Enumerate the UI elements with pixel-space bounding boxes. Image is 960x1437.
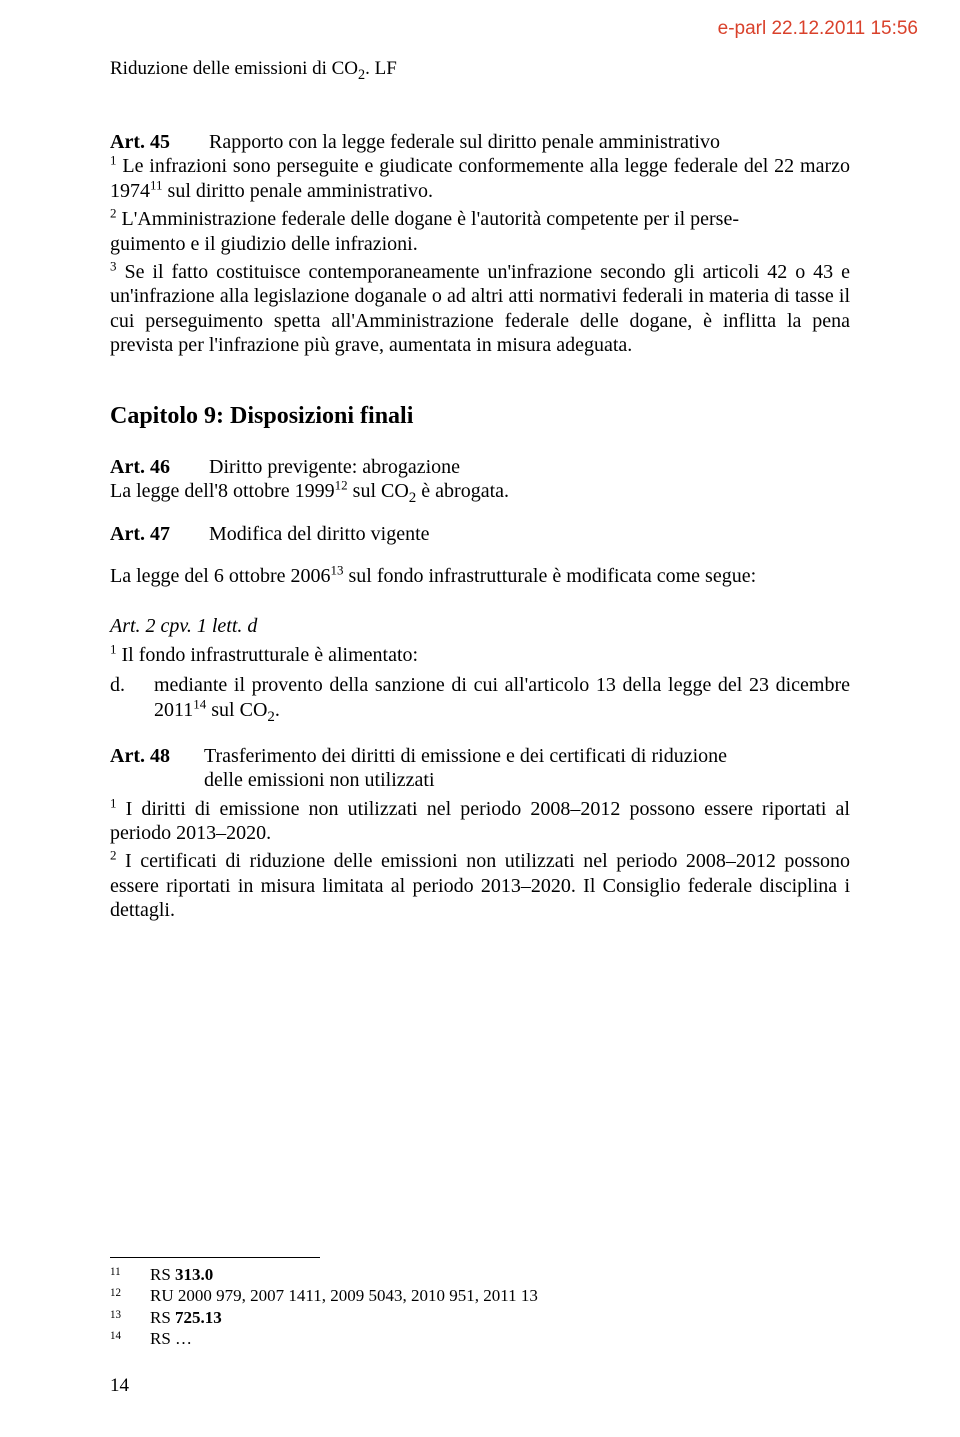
art-48-title-l1: Trasferimento dei diritti di emissione e… <box>204 745 727 767</box>
footnote-num: 12 <box>110 1285 150 1306</box>
footnote-marker: 12 <box>335 478 348 493</box>
letter-label: d. <box>110 673 154 722</box>
fn-bold: 313.0 <box>175 1265 213 1284</box>
art-45-label: Art. 45 <box>110 130 204 154</box>
footnote-14: 14 RS … <box>110 1328 850 1349</box>
fn-bold: 725.13 <box>175 1308 222 1327</box>
footnote-num: 11 <box>110 1264 150 1285</box>
art-45-p2-pre: L'Amministrazione federale delle dogane … <box>117 208 733 230</box>
art-47-body-pre: La legge del 6 ottobre 2006 <box>110 565 331 587</box>
chapter-9-heading: Capitolo 9: Disposizioni finali <box>110 402 850 431</box>
running-head-pre: Riduzione delle emissioni di CO <box>110 58 358 79</box>
art-2cpv-p1-text: Il fondo infrastrutturale è alimentato: <box>117 644 419 666</box>
footnote-marker: 14 <box>193 696 206 711</box>
art-46-title: Diritto previgente: abrogazione <box>209 456 460 478</box>
footnotes: 11 RS 313.0 12 RU 2000 979, 2007 1411, 2… <box>110 1257 850 1349</box>
letter-d-post: . <box>275 699 280 721</box>
art-47-body-post: sul fondo infrastrutturale è modificata … <box>344 565 757 587</box>
art-46-body: La legge dell'8 ottobre 199912 sul CO2 è… <box>110 479 850 503</box>
fn-pre: RS <box>150 1308 175 1327</box>
fn-pre: RS <box>150 1265 175 1284</box>
art-48-title: Trasferimento dei diritti di emissione e… <box>204 744 850 793</box>
art-46-body-post: è abrogata. <box>416 480 509 502</box>
footnote-rule <box>110 1257 320 1258</box>
letter-body: mediante il provento della sanzione di c… <box>154 673 850 722</box>
footnote-text: RU 2000 979, 2007 1411, 2009 5043, 2010 … <box>150 1285 850 1306</box>
art-45-p1-post: sul diritto penale amministrativo. <box>163 180 434 202</box>
page-content: Art. 45 Rapporto con la legge federale s… <box>110 130 850 923</box>
art-45-p3-text: Se il fatto costituisce contemporaneamen… <box>110 261 850 356</box>
footnote-num: 14 <box>110 1328 150 1349</box>
art-46: Art. 46 Diritto previgente: abrogazione <box>110 455 850 479</box>
art-45-p2-suf: guimento e il giudizio delle infrazioni. <box>110 233 418 255</box>
page-number: 14 <box>110 1375 129 1397</box>
art-48-label: Art. 48 <box>110 744 204 793</box>
art-2cpv-p1: 1 Il fondo infrastrutturale è alimentato… <box>110 643 850 667</box>
footnote-marker: 13 <box>331 562 344 577</box>
art-47-label: Art. 47 <box>110 522 204 546</box>
footnote-11: 11 RS 313.0 <box>110 1264 850 1285</box>
art-47-title: Modifica del diritto vigente <box>209 523 430 545</box>
art-46-body-pre: La legge dell'8 ottobre 1999 <box>110 480 335 502</box>
header-brand: e-parl 22.12.2011 15:56 <box>718 18 918 40</box>
art-45-p3: 3 Se il fatto costituisce contemporaneam… <box>110 260 850 358</box>
running-head: Riduzione delle emissioni di CO2. LF <box>110 58 397 80</box>
footnote-marker: 11 <box>150 177 163 192</box>
art-2cpv-letter-d: d. mediante il provento della sanzione d… <box>110 673 850 722</box>
art-2cpv-heading: Art. 2 cpv. 1 lett. d <box>110 614 850 638</box>
art-48-title-l2: delle emissioni non utilizzati <box>204 769 435 791</box>
art-45-p1: 1 Le infrazioni sono perseguite e giudic… <box>110 154 850 203</box>
footnote-12: 12 RU 2000 979, 2007 1411, 2009 5043, 20… <box>110 1285 850 1306</box>
letter-d-mid: sul CO <box>206 699 267 721</box>
co2-sub: 2 <box>267 709 275 725</box>
footnote-text: RS 313.0 <box>150 1264 850 1285</box>
footnote-13: 13 RS 725.13 <box>110 1307 850 1328</box>
art-45-title: Rapporto con la legge federale sul dirit… <box>209 131 720 153</box>
art-46-body-mid: sul CO <box>348 480 409 502</box>
footnote-text: RS 725.13 <box>150 1307 850 1328</box>
footnote-text: RS … <box>150 1328 850 1349</box>
art-45: Art. 45 Rapporto con la legge federale s… <box>110 130 850 154</box>
running-head-post: . LF <box>365 58 397 79</box>
art-48-p1: 1 I diritti di emissione non utilizzati … <box>110 797 850 846</box>
art-46-label: Art. 46 <box>110 455 204 479</box>
footnote-num: 13 <box>110 1307 150 1328</box>
art-47-body: La legge del 6 ottobre 200613 sul fondo … <box>110 564 850 588</box>
art-48-p2: 2 I certificati di riduzione delle emiss… <box>110 849 850 922</box>
art-48-p1-text: I diritti di emissione non utilizzati ne… <box>110 798 850 844</box>
art-45-p2: 2 L'Amministrazione federale delle dogan… <box>110 207 850 256</box>
art-47: Art. 47 Modifica del diritto vigente <box>110 522 850 546</box>
art-48: Art. 48 Trasferimento dei diritti di emi… <box>110 744 850 793</box>
art-48-p2-text: I certificati di riduzione delle emissio… <box>110 850 850 921</box>
